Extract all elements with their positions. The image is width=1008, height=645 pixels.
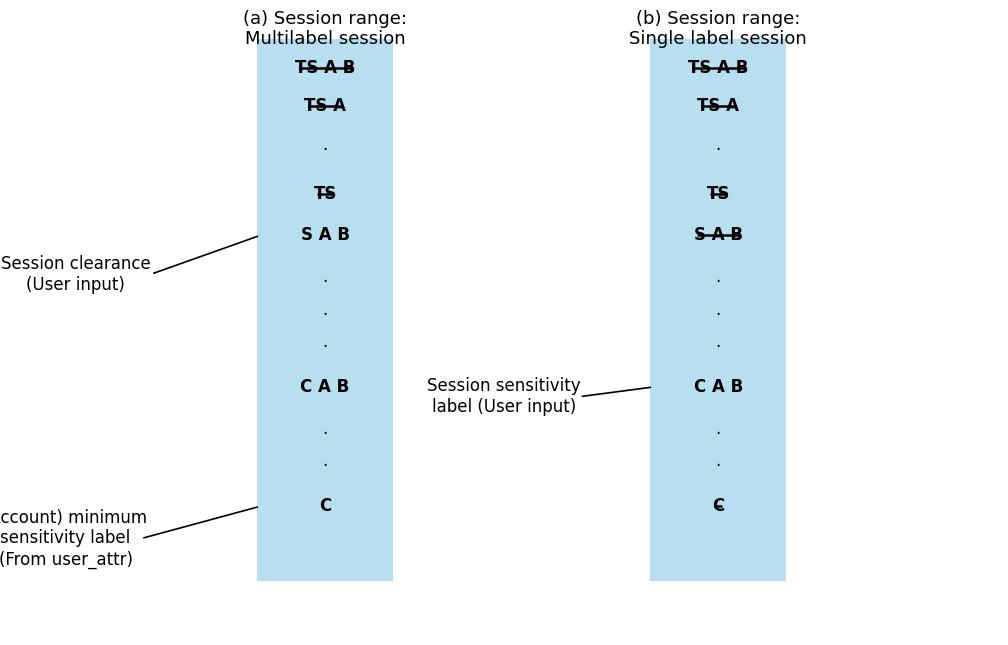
Bar: [650, 39, 786, 581]
Text: .: .: [323, 333, 328, 351]
Text: Session sensitivity
label (User input): Session sensitivity label (User input): [427, 377, 581, 416]
Text: .: .: [716, 268, 721, 286]
Text: .: .: [323, 301, 328, 319]
Text: .: .: [323, 268, 328, 286]
Text: (Account) minimum
sensitivity label
(From user_attr): (Account) minimum sensitivity label (Fro…: [0, 509, 147, 568]
Text: TS A B: TS A B: [295, 59, 355, 77]
Text: .: .: [323, 420, 328, 438]
Text: C: C: [319, 497, 332, 515]
Text: TS: TS: [707, 184, 730, 203]
Bar: [257, 39, 393, 581]
Text: TS A: TS A: [304, 97, 346, 115]
Text: TS: TS: [313, 184, 337, 203]
Text: .: .: [716, 420, 721, 438]
Text: C: C: [712, 497, 725, 515]
Text: (b) Session range:
Single label session: (b) Session range: Single label session: [629, 10, 807, 48]
Text: C A B: C A B: [694, 378, 743, 396]
Text: C A B: C A B: [300, 378, 350, 396]
Text: .: .: [716, 333, 721, 351]
Text: .: .: [323, 136, 328, 154]
Text: S A B: S A B: [694, 226, 743, 244]
Text: TS A B: TS A B: [688, 59, 748, 77]
Text: S A B: S A B: [300, 226, 350, 244]
Text: TS A: TS A: [698, 97, 739, 115]
Text: .: .: [323, 452, 328, 470]
Text: (a) Session range:
Multilabel session: (a) Session range: Multilabel session: [243, 10, 407, 48]
Text: .: .: [716, 136, 721, 154]
Text: Session clearance
(User input): Session clearance (User input): [1, 255, 150, 293]
Text: .: .: [716, 301, 721, 319]
Text: .: .: [716, 452, 721, 470]
